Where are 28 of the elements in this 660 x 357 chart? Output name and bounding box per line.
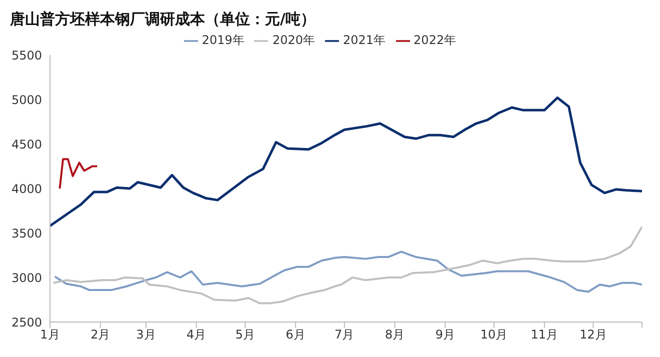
y-tick-label: 5500: [11, 48, 42, 62]
x-tick-label: 12月: [580, 328, 607, 342]
x-tick-label: 7月: [334, 328, 354, 342]
x-tick-label: 8月: [384, 328, 405, 342]
y-tick-label: 4000: [11, 182, 42, 196]
x-tick-label: 10月: [480, 328, 508, 342]
x-tick-label: 11月: [530, 328, 558, 342]
line-series: [52, 226, 642, 304]
y-tick-label: 3500: [11, 226, 42, 240]
x-tick-label: 5月: [235, 328, 255, 342]
legend-label: 2021年: [343, 33, 386, 47]
chart-title: 唐山普方坯样本钢厂调研成本（单位：元/吨）: [10, 10, 316, 29]
x-tick-label: 4月: [186, 328, 206, 342]
x-tick-label: 9月: [435, 328, 456, 342]
y-tick-label: 5000: [11, 92, 42, 107]
line-series: [54, 250, 642, 293]
y-tick-label: 4500: [11, 137, 42, 152]
line-series: [50, 96, 642, 228]
legend-label: 2020年: [272, 33, 315, 47]
legend-label: 2022年: [414, 33, 456, 47]
x-tick-label: 3月: [136, 328, 156, 342]
x-tick-label: 2月: [90, 328, 110, 342]
y-tick-label: 2500: [11, 315, 42, 330]
x-tick-label: 1月: [40, 328, 60, 342]
legend-label: 2019年: [202, 33, 244, 47]
x-tick-label: 6月: [286, 328, 306, 342]
y-tick-label: 3000: [11, 270, 42, 285]
line-series: [58, 158, 98, 190]
